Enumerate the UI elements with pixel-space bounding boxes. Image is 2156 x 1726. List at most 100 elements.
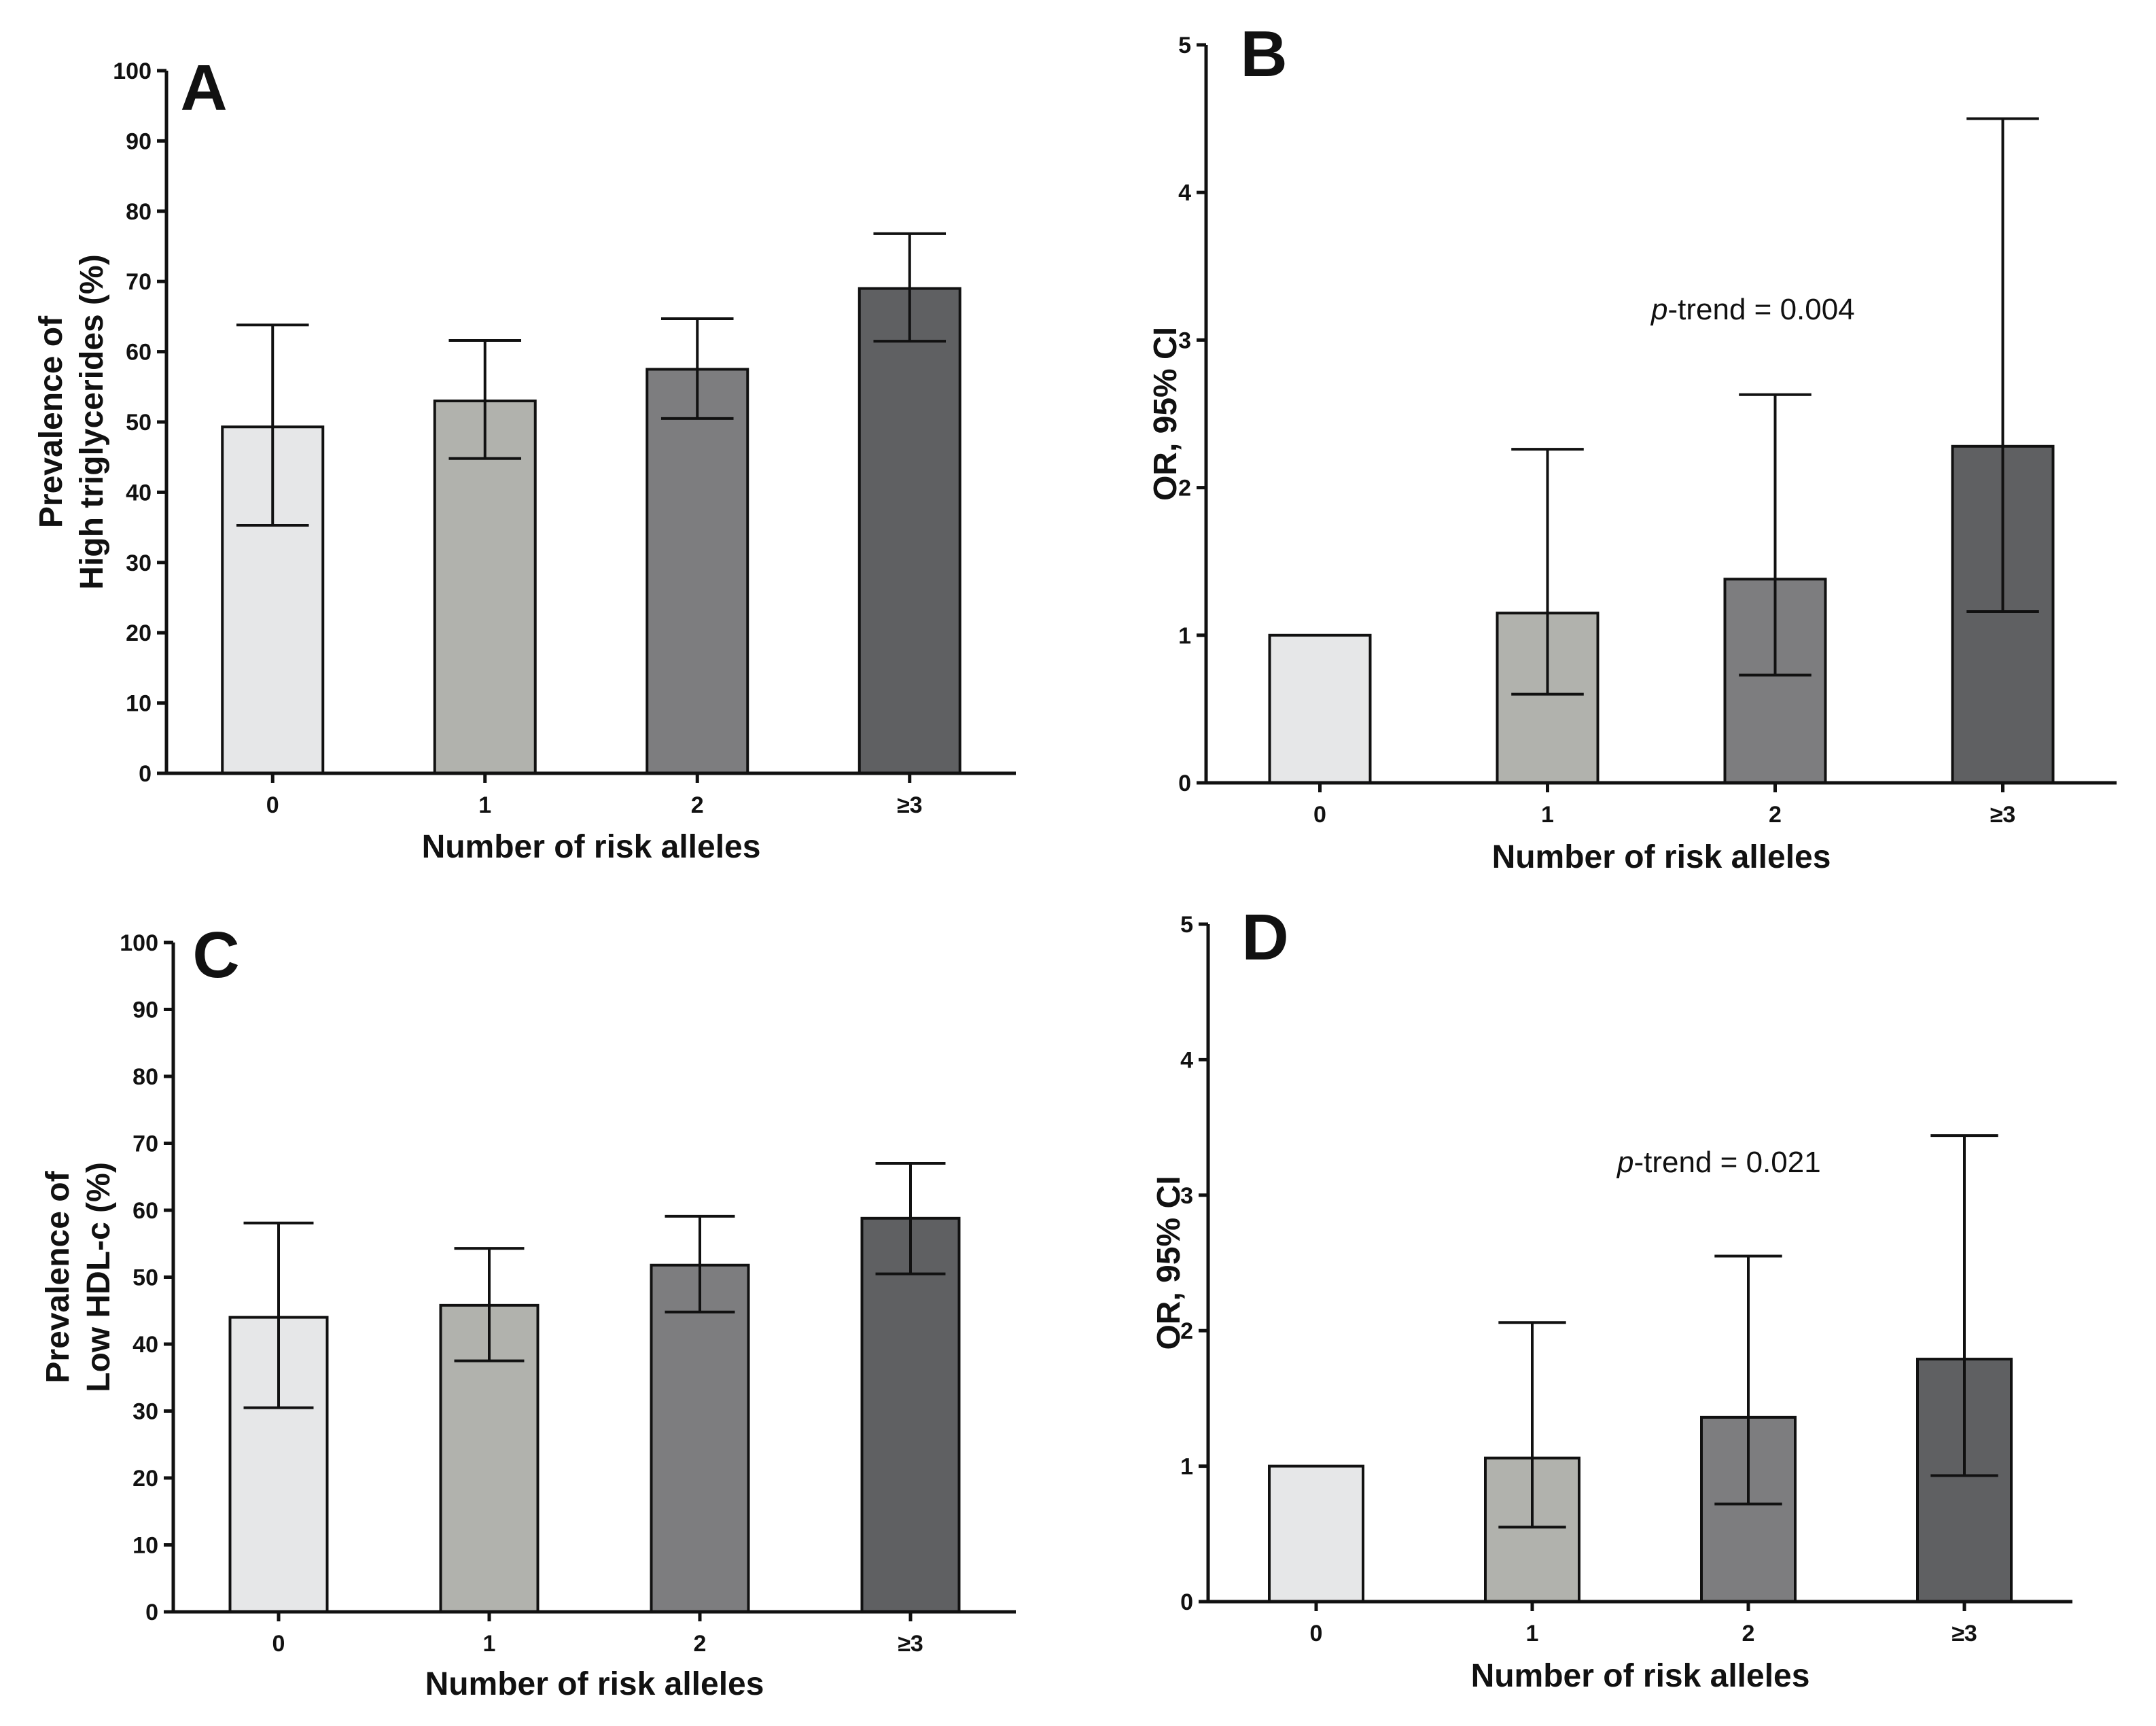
bar [646, 368, 749, 775]
error-bar [875, 1162, 946, 1275]
y-tick-label: 5 [1178, 33, 1191, 58]
y-tick-label: 50 [126, 410, 152, 436]
y-tick-label: 70 [126, 269, 152, 295]
y-tick-label: 20 [126, 620, 152, 646]
bar [860, 1216, 961, 1613]
p-trend-value: -trend = 0.021 [1633, 1146, 1820, 1179]
x-tick-label: ≥3 [1951, 1621, 1977, 1646]
y-tick-label: 80 [126, 199, 152, 225]
p-trend-italic: p [1650, 293, 1667, 326]
error-bar [660, 317, 734, 420]
error-bar [1714, 1254, 1782, 1506]
x-axis-label: Number of risk alleles [1471, 1658, 1810, 1694]
panel-a: 0 10 20 30 40 50 60 70 80 90 100 0 1 2 ≥3 Number of ris… [33, 52, 1016, 865]
p-trend-italic: p [1616, 1146, 1633, 1179]
y-tick-label: 10 [126, 691, 152, 717]
y-tick-label: 0 [145, 1600, 158, 1625]
y-tick-label: 20 [132, 1466, 158, 1492]
y-tick-label: 4 [1178, 180, 1191, 206]
panel-b: 0 1 2 3 4 5 0 1 2 ≥3 Number of risk alleles OR, 95%… [1148, 18, 2117, 875]
y-tick-label: 100 [113, 58, 152, 84]
y-axis-label: Prevalence of Low HDL-c (%) [40, 1162, 117, 1392]
error-bar [448, 339, 522, 460]
x-tick-label: 2 [691, 792, 704, 818]
y-axis-label-line: OR, 95% CI [1151, 1176, 1187, 1350]
y-tick-label: 40 [132, 1332, 158, 1358]
bar [650, 1263, 750, 1614]
y-tick-label: 40 [126, 480, 152, 506]
y-tick-label: 3 [1178, 328, 1191, 353]
y-axis-label-line: Prevalence of [33, 315, 69, 528]
y-tick-label: 1 [1178, 623, 1191, 649]
y-axis-label-line: OR, 95% CI [1148, 327, 1184, 501]
panel-d: 0 1 2 3 4 5 0 1 2 ≥3 Number of risk alleles OR, 95%… [1151, 901, 2072, 1694]
panel-letter: D [1241, 901, 1288, 974]
y-tick-label: 0 [1180, 1589, 1193, 1615]
error-bar [454, 1247, 525, 1362]
error-bar [665, 1214, 735, 1314]
y-tick-label: 1 [1180, 1454, 1193, 1480]
p-trend-value: -trend = 0.004 [1667, 293, 1854, 326]
y-axis-label: Prevalence of High triglycerides (%) [33, 254, 110, 589]
x-tick-label: 0 [1313, 802, 1326, 828]
error-bar [1739, 393, 1812, 677]
y-tick-label: 30 [126, 550, 152, 576]
y-tick-label: 2 [1180, 1318, 1193, 1344]
y-axis-label: OR, 95% CI [1151, 1176, 1187, 1350]
panel-letter: B [1240, 18, 1287, 90]
y-tick-label: 90 [132, 998, 158, 1023]
y-tick-label: 50 [132, 1265, 158, 1291]
y-tick-label: 0 [1178, 771, 1191, 796]
error-bar [1498, 1321, 1566, 1529]
y-tick-label: 90 [126, 128, 152, 154]
y-tick-label: 70 [132, 1131, 158, 1157]
y-tick-label: 4 [1180, 1047, 1193, 1073]
y-axis-label-line: Prevalence of [40, 1170, 76, 1383]
y-axis-label-line: High triglycerides (%) [74, 254, 110, 589]
x-tick-label: 1 [1541, 802, 1554, 828]
x-tick-label: 2 [694, 1631, 707, 1657]
x-tick-label: ≥3 [1990, 802, 2016, 828]
y-tick-label: 5 [1180, 912, 1193, 938]
bar [433, 399, 537, 775]
error-bar [873, 232, 947, 343]
x-tick-label: 0 [1310, 1621, 1323, 1646]
error-bar [236, 323, 309, 527]
error-bar [1511, 448, 1584, 696]
error-bar [1966, 117, 2039, 614]
y-axis-label: OR, 95% CI [1148, 327, 1184, 501]
bar [1268, 1464, 1364, 1604]
panel-c: 0 10 20 30 40 50 60 70 80 90 100 0 1 2 ≥3 Number of ris… [40, 919, 1016, 1702]
p-trend-annotation: p-trend = 0.021 [1616, 1146, 1821, 1179]
x-axis-label: Number of risk alleles [1492, 839, 1831, 875]
y-tick-label: 80 [132, 1064, 158, 1090]
y-tick-label: 60 [126, 340, 152, 366]
panel-letter: C [192, 919, 239, 991]
p-trend-annotation: p-trend = 0.004 [1650, 293, 1855, 326]
panel-letter: A [180, 52, 227, 124]
x-tick-label: 1 [1526, 1621, 1539, 1646]
bar [858, 287, 961, 775]
y-tick-label: 0 [139, 761, 152, 787]
x-axis-label: Number of risk alleles [425, 1666, 764, 1702]
error-bar [1930, 1134, 1998, 1477]
x-tick-label: ≥3 [898, 1631, 923, 1657]
y-tick-label: 60 [132, 1198, 158, 1224]
y-tick-label: 2 [1178, 476, 1191, 501]
x-tick-label: ≥3 [897, 792, 923, 818]
y-tick-label: 100 [120, 930, 158, 956]
error-bar [243, 1221, 314, 1409]
x-tick-label: 1 [478, 792, 491, 818]
bar [1268, 633, 1372, 784]
x-tick-label: 0 [272, 1631, 285, 1657]
y-axis-label-line: Low HDL-c (%) [81, 1162, 117, 1392]
x-tick-label: 2 [1769, 802, 1782, 828]
x-tick-label: 0 [266, 792, 279, 818]
x-tick-label: 1 [483, 1631, 496, 1657]
y-tick-label: 3 [1180, 1183, 1193, 1209]
y-tick-label: 10 [132, 1533, 158, 1559]
x-tick-label: 2 [1742, 1621, 1755, 1646]
x-axis-label: Number of risk alleles [422, 829, 761, 865]
y-tick-label: 30 [132, 1399, 158, 1425]
